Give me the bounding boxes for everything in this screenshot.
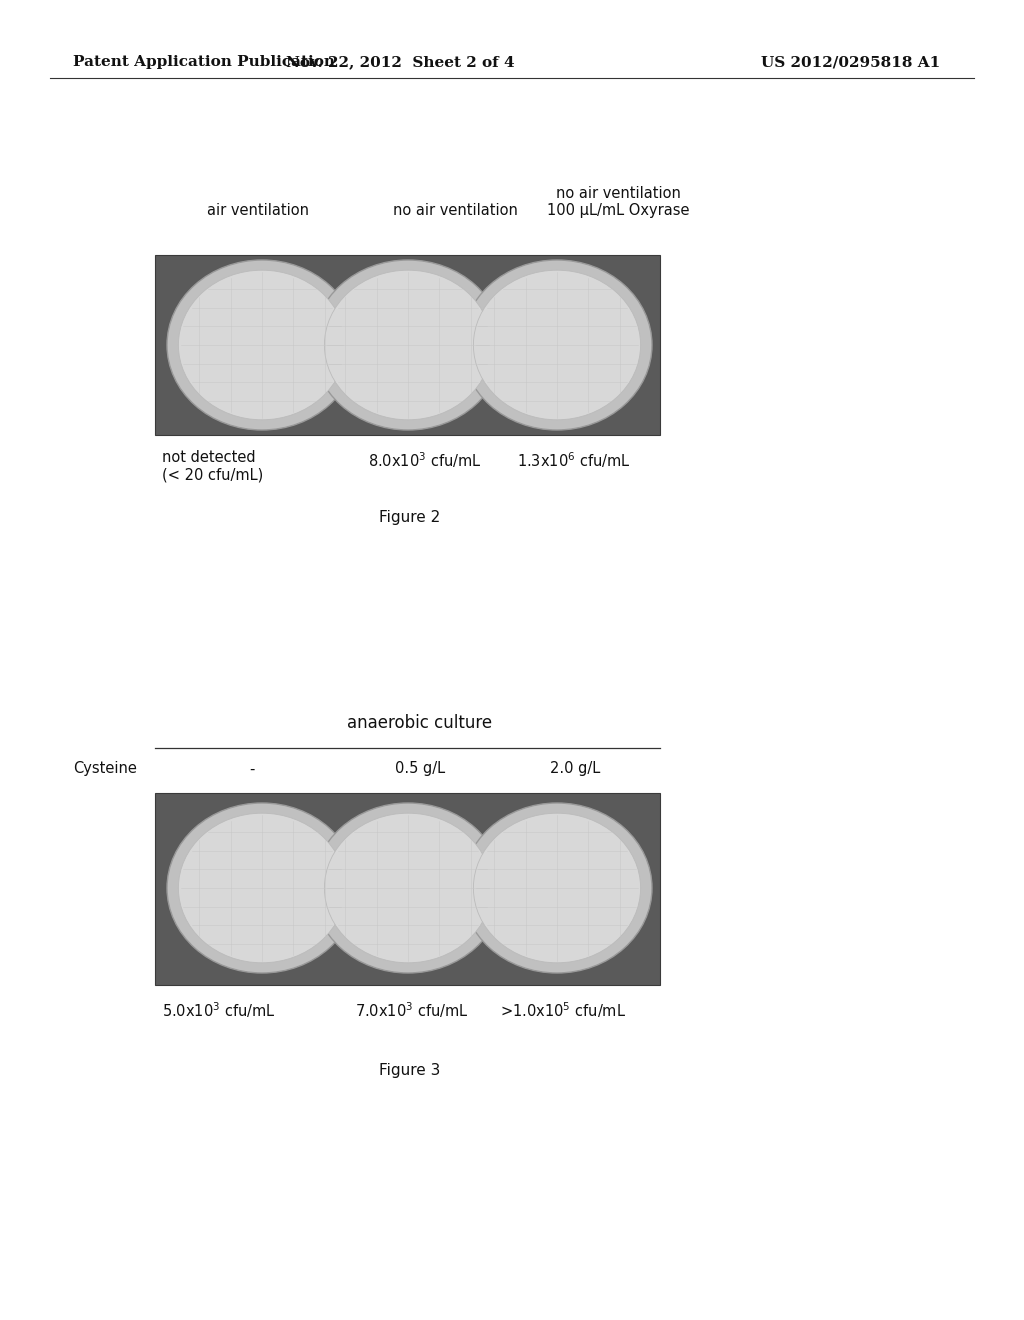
Text: -: - xyxy=(249,762,255,776)
Text: 7.0x10$^3$ cfu/mL: 7.0x10$^3$ cfu/mL xyxy=(355,1001,469,1019)
Ellipse shape xyxy=(325,271,492,420)
Text: 0.5 g/L: 0.5 g/L xyxy=(395,762,445,776)
Text: Nov. 22, 2012  Sheet 2 of 4: Nov. 22, 2012 Sheet 2 of 4 xyxy=(286,55,514,69)
Ellipse shape xyxy=(313,260,503,430)
Ellipse shape xyxy=(178,271,346,420)
Text: 2.0 g/L: 2.0 g/L xyxy=(550,762,600,776)
Ellipse shape xyxy=(325,813,492,962)
Text: Patent Application Publication: Patent Application Publication xyxy=(73,55,335,69)
Ellipse shape xyxy=(167,260,357,430)
Text: >1.0x10$^5$ cfu/mL: >1.0x10$^5$ cfu/mL xyxy=(500,1001,626,1019)
Bar xyxy=(155,793,660,985)
Text: no air ventilation
100 μL/mL Oxyrase: no air ventilation 100 μL/mL Oxyrase xyxy=(547,186,689,218)
Text: no air ventilation: no air ventilation xyxy=(392,203,517,218)
Text: Cysteine: Cysteine xyxy=(73,762,137,776)
Text: 1.3x10$^6$ cfu/mL: 1.3x10$^6$ cfu/mL xyxy=(517,450,631,470)
Text: US 2012/0295818 A1: US 2012/0295818 A1 xyxy=(761,55,940,69)
Text: 5.0x10$^3$ cfu/mL: 5.0x10$^3$ cfu/mL xyxy=(162,1001,275,1019)
Ellipse shape xyxy=(178,813,346,962)
Text: anaerobic culture: anaerobic culture xyxy=(347,714,493,733)
Text: air ventilation: air ventilation xyxy=(207,203,309,218)
Ellipse shape xyxy=(167,803,357,973)
Text: Figure 3: Figure 3 xyxy=(379,1063,440,1078)
Text: Figure 2: Figure 2 xyxy=(379,510,440,525)
Ellipse shape xyxy=(473,813,641,962)
Ellipse shape xyxy=(462,803,652,973)
Text: 8.0x10$^3$ cfu/mL: 8.0x10$^3$ cfu/mL xyxy=(368,450,482,470)
Bar xyxy=(155,255,660,436)
Ellipse shape xyxy=(462,260,652,430)
Ellipse shape xyxy=(313,803,503,973)
Ellipse shape xyxy=(473,271,641,420)
Text: not detected
(< 20 cfu/mL): not detected (< 20 cfu/mL) xyxy=(162,450,263,482)
